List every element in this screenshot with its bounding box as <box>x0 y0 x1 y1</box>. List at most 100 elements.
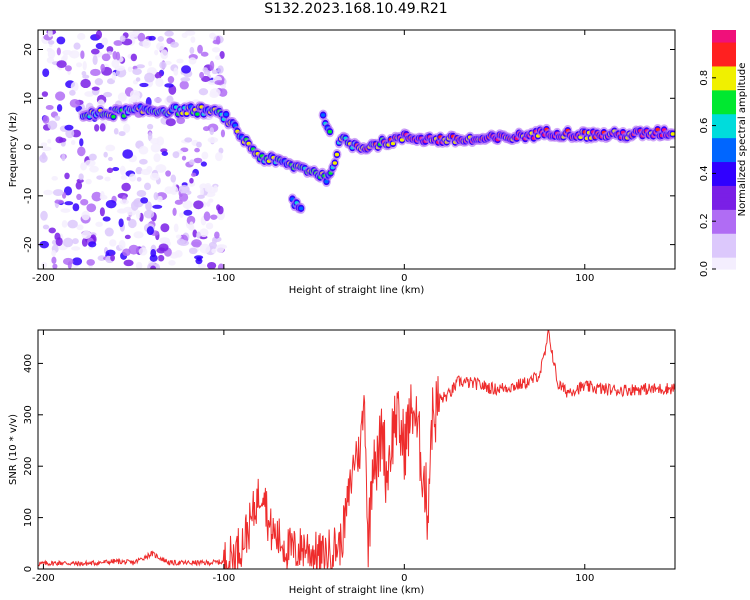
spectrogram-noise-cell <box>47 120 58 130</box>
spectrogram-noise-cell <box>146 165 153 173</box>
spectrogram-noise-cell <box>164 186 174 194</box>
spectrogram-noise-cell <box>199 243 211 254</box>
spectrogram-noise-cell <box>112 51 118 60</box>
colorbar-swatch <box>712 125 736 131</box>
spectrogram-noise-cell <box>165 118 176 127</box>
colorbar-swatch <box>712 145 736 151</box>
colorbar-swatch <box>712 165 736 171</box>
spectrogram-noise-cell <box>172 182 177 192</box>
spectrogram-noise-cell <box>85 178 92 185</box>
colorbar-swatch <box>712 141 736 147</box>
colorbar-swatch <box>712 225 736 230</box>
colorbar-swatch <box>712 33 736 39</box>
spectrogram-noise-cell <box>160 223 170 233</box>
spectrogram-noise-cell <box>188 57 197 65</box>
spectrogram-noise-cell <box>41 91 49 97</box>
colorbar-swatch <box>712 117 736 123</box>
spectrogram-noise-cell <box>170 174 177 183</box>
spectrogram-noise-cell <box>166 95 174 103</box>
colorbar-swatch <box>712 73 736 79</box>
spectrogram-noise-cell <box>181 32 188 39</box>
spectrogram-noise-cell <box>191 239 202 248</box>
spectrogram-noise-cell <box>137 32 146 42</box>
snr-series-line <box>38 330 675 569</box>
spectrogram-noise-cell <box>220 129 226 138</box>
spectrogram-noise-cell <box>150 143 161 153</box>
colorbar-swatch <box>712 205 736 210</box>
spectrogram-noise-cell <box>62 49 73 55</box>
spectrogram-noise-cell <box>123 259 134 267</box>
spectrogram-noise-cell <box>64 172 70 180</box>
spectrogram-noise-cell <box>189 46 195 55</box>
spectrogram-noise-cell <box>90 48 100 55</box>
spectrogram-noise-cell <box>178 192 189 202</box>
spectrogram-noise-cell <box>62 237 74 248</box>
colorbar-swatch <box>712 81 736 87</box>
colorbar-swatch <box>712 149 736 155</box>
spectrogram-noise-cell <box>189 221 194 230</box>
spectrogram-noise-cell <box>105 199 117 209</box>
spectrogram-noise-cell <box>108 156 113 162</box>
spec-y-tick-label: 0 <box>23 144 34 150</box>
colorbar-swatch <box>712 129 736 135</box>
spectrogram-noise-cell <box>189 159 195 165</box>
spec-x-tick-label: -200 <box>32 273 55 284</box>
colorbar-swatch <box>712 69 736 75</box>
snr-y-tick-label: 200 <box>23 457 34 476</box>
colorbar-swatch <box>712 209 736 214</box>
spectrogram-noise-cell <box>111 71 117 81</box>
colorbar-swatch <box>712 181 736 186</box>
snr-x-axis-label: Height of straight line (km) <box>289 585 425 596</box>
spectrogram-noise-cell <box>90 68 101 77</box>
spectrogram-noise-cell <box>62 257 74 266</box>
spectrogram-noise-cell <box>110 254 115 262</box>
spectrogram-noise-cell <box>142 38 151 49</box>
colorbar-tick-label: 0.6 <box>699 118 710 134</box>
spectrogram-noise-cell <box>106 46 114 53</box>
spectrogram-noise-cell <box>70 140 76 145</box>
spectrogram-noise-cell <box>193 157 203 164</box>
spectrogram-noise-cell <box>70 81 79 92</box>
spec-y-tick-label: -20 <box>23 236 34 252</box>
colorbar-swatch <box>712 61 736 67</box>
colorbar-swatch <box>712 253 736 258</box>
spectrogram-noise-cell <box>146 226 154 236</box>
spec-y-tick-label: 10 <box>23 92 34 105</box>
spectrogram-noise-cell <box>95 30 103 40</box>
spectrogram-noise-cell <box>60 208 71 213</box>
spectrogram-noise-cell <box>168 260 176 266</box>
spectrogram-noise-cell <box>136 176 142 182</box>
spectrogram-peak-cell <box>111 114 116 119</box>
colorbar-swatch <box>712 113 736 119</box>
spectrogram-noise-cell <box>86 203 97 213</box>
spectrogram-noise-cell <box>178 184 190 194</box>
colorbar-swatch <box>712 93 736 99</box>
spectrogram-noise-cell <box>217 65 224 74</box>
spectrogram-noise-cell <box>153 97 162 103</box>
spectrogram-noise-cell <box>220 84 227 89</box>
spectrogram-noise-cell <box>80 78 91 89</box>
spectrogram-noise-cell <box>76 224 84 231</box>
spectrogram-noise-cell <box>92 55 98 66</box>
spectrogram-noise-cell <box>40 142 48 147</box>
spectrogram-noise-cell <box>206 201 211 207</box>
spectrogram-noise-cell <box>144 72 155 83</box>
spectrogram-noise-cell <box>127 66 133 73</box>
spectrogram-noise-cell <box>42 115 50 124</box>
spectrogram-noise-cell <box>56 36 66 45</box>
spectrogram-noise-cell <box>51 256 57 264</box>
colorbar-swatch <box>712 153 736 159</box>
spectrogram-noise-cell <box>56 104 63 112</box>
spectrogram-noise-cell <box>139 82 149 88</box>
spectrogram-noise-cell <box>203 69 211 75</box>
spectrogram-noise-cell <box>210 214 218 220</box>
colorbar-label: Normalized spectral amplitude <box>737 63 748 217</box>
spectrogram-noise-cell <box>135 77 141 82</box>
snr-panel: -200 -100 0 100 0 100 200 300 400 Height of str… <box>8 329 676 596</box>
spectrogram-noise-cell <box>152 204 163 209</box>
snr-y-tick-label: 300 <box>23 405 34 424</box>
spectrogram-noise-cell <box>42 68 50 77</box>
spectrogram-noise-cell <box>159 61 167 69</box>
colorbar-swatch <box>712 229 736 234</box>
